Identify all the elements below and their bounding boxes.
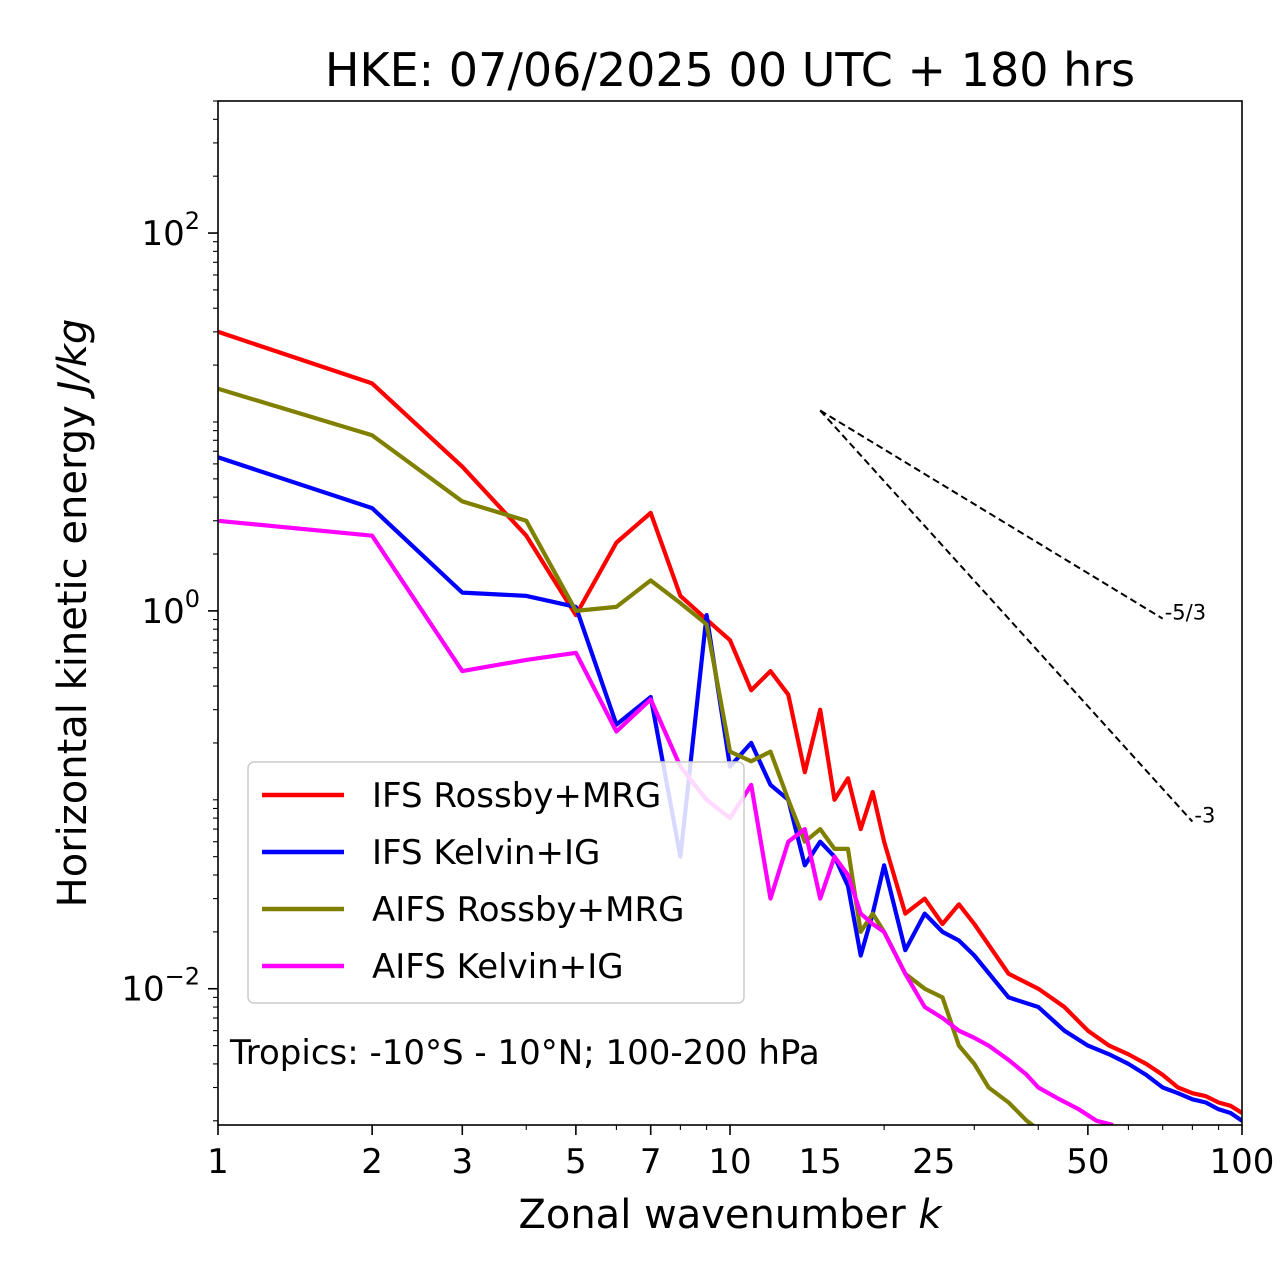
- x-tick-label: 7: [640, 1142, 662, 1182]
- y-axis-label-text: Horizontal kinetic energy: [50, 393, 96, 908]
- legend-label: IFS Kelvin+IG: [372, 833, 600, 873]
- series-line: [218, 518, 1114, 1125]
- series-lines: [218, 329, 1242, 1125]
- legend-label: AIFS Kelvin+IG: [372, 947, 624, 987]
- axis-ticks: [208, 100, 1243, 1135]
- y-tick-label: 100: [141, 585, 200, 632]
- x-tick-label: 100: [1210, 1142, 1275, 1182]
- legend-label: IFS Rossby+MRG: [372, 776, 661, 816]
- x-axis-label-variable: k: [918, 1192, 943, 1238]
- x-tick-labels: 1 2 3 5 7 10 15 25 50 100: [207, 1142, 1274, 1182]
- y-axis-label-variable: J/kg: [50, 319, 96, 400]
- reference-line-label: -3: [1194, 804, 1215, 828]
- reference-line: [819, 409, 1194, 823]
- reference-lines: [819, 409, 1194, 823]
- series-line: [218, 455, 1242, 1123]
- y-axis-label: Horizontal kinetic energy J/kg: [50, 319, 96, 908]
- x-tick-label: 1: [207, 1142, 229, 1182]
- reference-line: [819, 409, 1164, 620]
- y-tick-label: 102: [141, 207, 200, 254]
- reference-line-label: -5/3: [1165, 601, 1206, 625]
- x-tick-label: 15: [799, 1142, 842, 1182]
- region-annotation: Tropics: -10°S - 10°N; 100-200 hPa: [229, 1033, 820, 1073]
- chart-title: HKE: 07/06/2025 00 UTC + 180 hrs: [325, 43, 1135, 97]
- y-tick-labels: 10−2 100 102: [121, 207, 200, 1010]
- x-tick-label: 3: [451, 1142, 473, 1182]
- series-line: [218, 329, 1242, 1115]
- legend-box: [247, 761, 745, 1004]
- plot-frame: [217, 100, 1243, 1126]
- x-axis-label-text: Zonal wavenumber: [518, 1192, 918, 1238]
- x-tick-label: 5: [565, 1142, 587, 1182]
- x-tick-label: 2: [361, 1142, 383, 1182]
- x-tick-label: 25: [912, 1142, 955, 1182]
- reference-line-labels: -5/3 -3: [1165, 601, 1216, 828]
- series-line: [218, 386, 1036, 1125]
- y-tick-label: 10−2: [121, 963, 200, 1010]
- x-axis-label: Zonal wavenumber k: [518, 1192, 943, 1238]
- x-tick-label: 50: [1066, 1142, 1109, 1182]
- legend-label: AIFS Rossby+MRG: [372, 890, 684, 930]
- legend: IFS Rossby+MRG IFS Kelvin+IG AIFS Rossby+M…: [247, 761, 745, 1004]
- x-tick-label: 10: [708, 1142, 751, 1182]
